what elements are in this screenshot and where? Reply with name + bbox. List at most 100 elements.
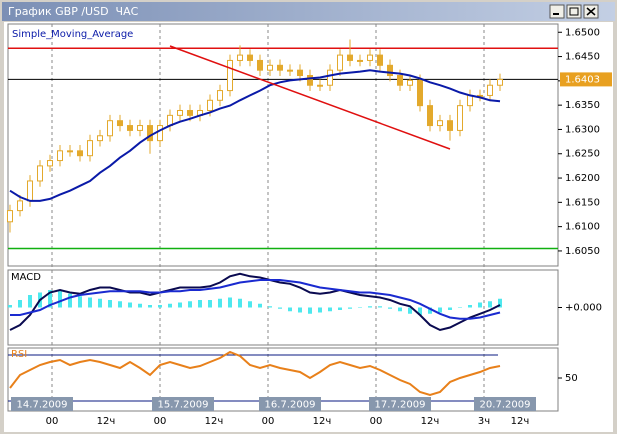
histogram-bar <box>388 307 392 309</box>
date-box <box>474 397 536 411</box>
panel-title: RSI <box>11 349 27 360</box>
histogram-bar <box>8 305 12 308</box>
y-tick-label: 1.6250 <box>565 149 600 160</box>
candle-body <box>457 105 463 131</box>
candle-body <box>357 59 363 62</box>
candle-body <box>227 59 233 92</box>
histogram-bar <box>338 307 342 310</box>
candle-body <box>177 109 183 116</box>
legend-label: Simple_Moving_Average <box>12 29 133 40</box>
candle-body <box>67 150 73 153</box>
histogram-bar <box>198 300 202 308</box>
histogram-bar <box>288 307 292 312</box>
window-buttons[interactable] <box>549 4 599 19</box>
date-label: 20.7.2009 <box>480 400 531 411</box>
histogram-bar <box>168 303 172 308</box>
candle-body <box>217 90 223 101</box>
y-tick-label: 1.6500 <box>565 27 600 38</box>
trend-line <box>169 45 451 150</box>
histogram-bar <box>138 303 142 308</box>
histogram-bar <box>368 306 372 308</box>
histogram-bar <box>468 305 472 308</box>
histogram-bar <box>398 307 402 312</box>
x-tick-label: 12ч <box>511 416 530 427</box>
candle-body <box>387 64 393 77</box>
candle-body <box>437 120 443 127</box>
maximize-button[interactable] <box>566 4 582 19</box>
candle-body <box>287 69 293 72</box>
candle-body <box>297 69 303 77</box>
candle-body <box>467 94 473 107</box>
x-tick-label: 12ч <box>421 416 440 427</box>
histogram-bar <box>458 307 462 308</box>
histogram-bar <box>108 300 112 308</box>
histogram-bar <box>318 307 322 313</box>
panel-title: MACD <box>11 272 41 283</box>
histogram-bar <box>128 302 132 308</box>
y-tick-label: 1.6150 <box>565 197 600 208</box>
current-price-box <box>560 72 612 87</box>
candle-body <box>277 64 283 71</box>
histogram-bar <box>208 300 212 308</box>
candle-body <box>87 140 93 157</box>
date-label: 17.7.2009 <box>375 400 426 411</box>
macd-line <box>9 272 501 332</box>
icon <box>586 7 596 16</box>
x-tick-label: 00 <box>46 416 59 427</box>
x-tick-label: 00 <box>370 416 383 427</box>
candle-body <box>247 54 253 61</box>
y-tick-label: +0.000 <box>565 303 602 314</box>
candle-body <box>347 54 353 61</box>
histogram-bar <box>158 305 162 308</box>
histogram-bar <box>258 303 262 308</box>
histogram-bar <box>428 307 432 314</box>
histogram-bar <box>438 307 442 313</box>
y-tick-label: 1.6100 <box>565 222 600 233</box>
histogram-bar <box>328 307 332 312</box>
candle-body <box>97 135 103 142</box>
window-title: График GBP /USD ЧАС <box>8 5 139 18</box>
histogram-bar <box>188 301 192 308</box>
icon <box>569 7 579 16</box>
histogram-bar <box>178 302 182 308</box>
date-box <box>369 397 431 411</box>
y-tick-label: 1.6200 <box>565 173 600 184</box>
candle-body <box>257 59 263 71</box>
ma-line <box>9 69 501 202</box>
y-tick-label: 1.6350 <box>565 100 600 111</box>
histogram-bar <box>278 307 282 309</box>
candle-body <box>267 64 273 71</box>
candle-body <box>237 54 243 61</box>
histogram-bar <box>238 298 242 308</box>
x-tick-label: 12ч <box>313 416 332 427</box>
date-label: 15.7.2009 <box>158 400 209 411</box>
date-label: 16.7.2009 <box>265 400 316 411</box>
histogram-bar <box>218 298 222 308</box>
histogram-bar <box>478 302 482 308</box>
y-tick-label: 1.6300 <box>565 124 600 135</box>
histogram-bar <box>498 298 502 308</box>
minimize-button[interactable] <box>549 4 565 19</box>
date-box <box>259 397 321 411</box>
histogram-bar <box>448 307 452 310</box>
histogram-bar <box>308 307 312 314</box>
candle-body <box>497 78 503 86</box>
candle-body <box>307 75 313 86</box>
price-panel <box>7 23 559 267</box>
candle-body <box>47 160 53 167</box>
x-tick-label: 00 <box>262 416 275 427</box>
candle-body <box>7 210 13 223</box>
macd-line <box>10 279 501 320</box>
candle-body <box>367 54 373 61</box>
y-tick-label: 1.6450 <box>565 52 600 63</box>
candle-body <box>57 150 63 162</box>
histogram-bar <box>488 301 492 308</box>
candle-body <box>487 84 493 96</box>
candle-body <box>317 84 323 87</box>
candle-body <box>427 105 433 127</box>
histogram-bar <box>18 300 22 308</box>
candle-body <box>187 109 193 116</box>
date-box <box>11 397 73 411</box>
histogram-bar <box>298 307 302 313</box>
candle-body <box>407 79 413 86</box>
